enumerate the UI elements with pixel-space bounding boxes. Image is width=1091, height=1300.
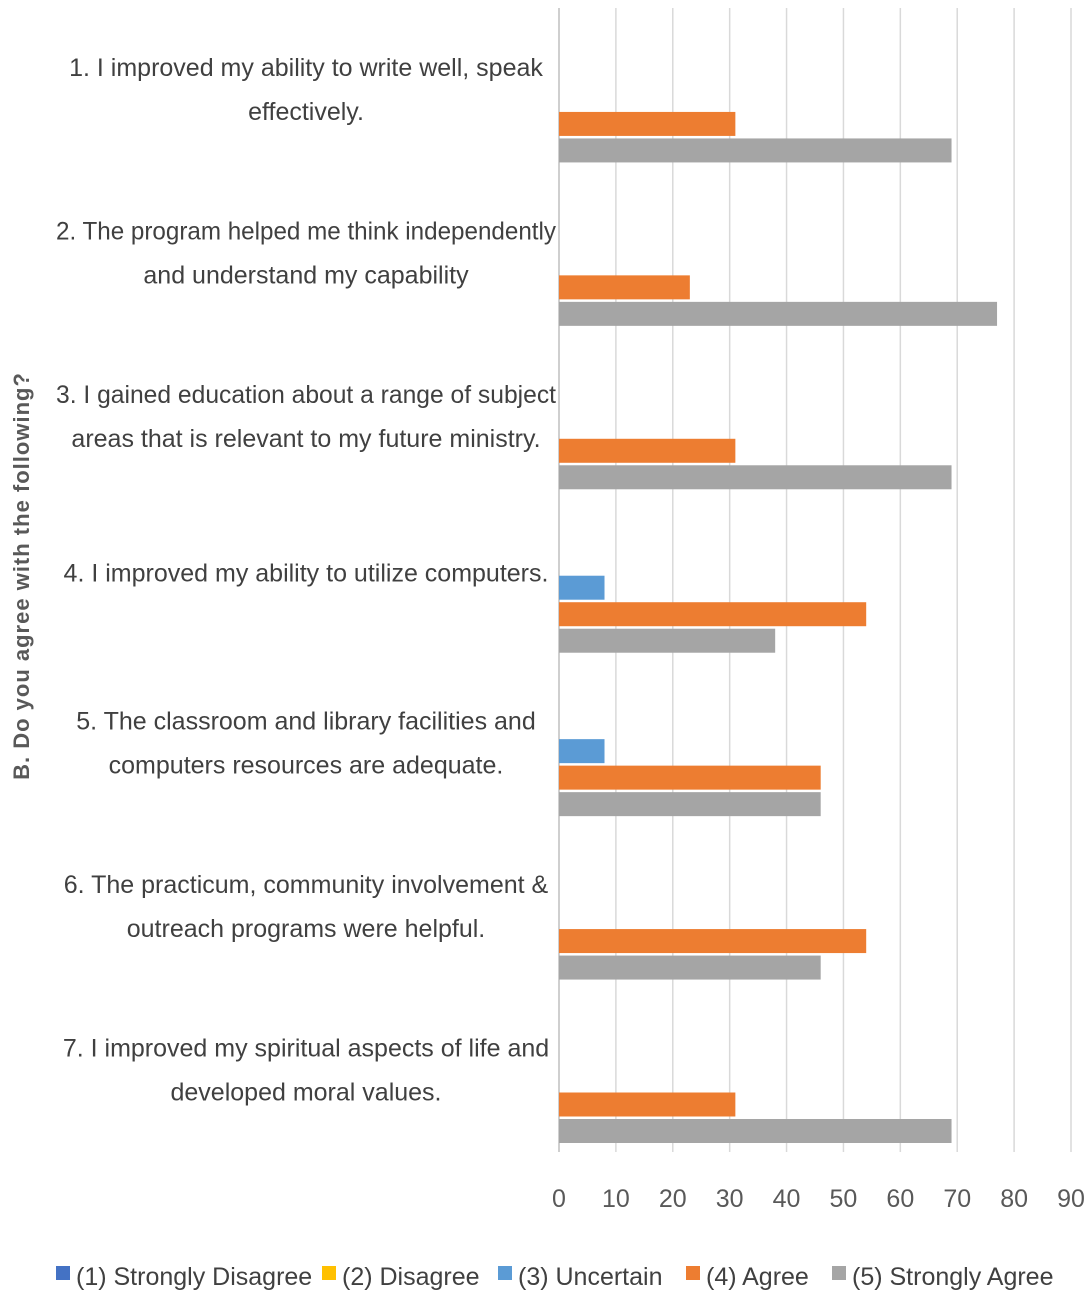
legend-label: (1) Strongly Disagree xyxy=(76,1263,312,1291)
category-label: 1. I improved my ability to write well, … xyxy=(69,54,543,82)
x-tick-label: 60 xyxy=(886,1185,914,1213)
category-label: areas that is relevant to my future mini… xyxy=(71,425,540,453)
bar: (5) Strongly Agree: 69 xyxy=(559,138,952,163)
category-label: 6. The practicum, community involvement … xyxy=(64,871,549,899)
bar: (4) Agree: 23 xyxy=(559,275,690,300)
category-label: outreach programs were helpful. xyxy=(127,915,486,943)
category-label: developed moral values. xyxy=(171,1079,442,1107)
legend-label: (4) Agree xyxy=(706,1263,809,1291)
category-label: 5. The classroom and library facilities … xyxy=(76,708,535,736)
category-label: effectively. xyxy=(248,98,364,126)
legend-label: (3) Uncertain xyxy=(518,1263,663,1291)
category-label: 2. The program helped me think independe… xyxy=(56,217,556,245)
bar: (3) Uncertain: 8 xyxy=(559,575,605,600)
category-label: and understand my capability xyxy=(143,261,469,289)
x-tick-label: 70 xyxy=(943,1185,971,1213)
y-axis-title: B. Do you agree with the following? xyxy=(9,372,34,780)
bar: (4) Agree: 31 xyxy=(559,438,736,463)
bars: (4) Agree: 31(5) Strongly Agree: 69(4) A… xyxy=(559,111,998,1143)
bar: (5) Strongly Agree: 69 xyxy=(559,465,952,490)
x-tick-label: 50 xyxy=(830,1185,858,1213)
legend-swatch xyxy=(498,1266,512,1280)
category-label: 4. I improved my ability to utilize comp… xyxy=(64,559,549,587)
legend-swatch xyxy=(56,1266,70,1280)
x-axis-ticks: 0 10 20 30 40 50 60 70 80 90 xyxy=(552,1185,1085,1213)
bar: (5) Strongly Agree: 38 xyxy=(559,628,776,653)
bar: (5) Strongly Agree: 77 xyxy=(559,301,998,326)
x-tick-label: 10 xyxy=(602,1185,630,1213)
legend-swatch xyxy=(832,1266,846,1280)
grid xyxy=(558,8,1072,1152)
bar: (4) Agree: 54 xyxy=(559,602,867,627)
bar: (5) Strongly Agree: 46 xyxy=(559,792,821,817)
x-tick-label: 20 xyxy=(659,1185,687,1213)
bar: (4) Agree: 46 xyxy=(559,765,821,790)
bar: (3) Uncertain: 8 xyxy=(559,739,605,764)
x-tick-label: 80 xyxy=(1000,1185,1028,1213)
category-label: 7. I improved my spiritual aspects of li… xyxy=(63,1035,549,1063)
x-tick-label: 90 xyxy=(1057,1185,1085,1213)
category-label: 3. I gained education about a range of s… xyxy=(56,381,556,409)
bar: (5) Strongly Agree: 69 xyxy=(559,1119,952,1143)
x-tick-label: 0 xyxy=(552,1185,566,1213)
bar: (4) Agree: 31 xyxy=(559,111,736,136)
x-tick-label: 30 xyxy=(716,1185,744,1213)
x-tick-label: 40 xyxy=(773,1185,801,1213)
legend-label: (2) Disagree xyxy=(342,1263,480,1291)
bar: (4) Agree: 54 xyxy=(559,929,867,954)
bar: (4) Agree: 31 xyxy=(559,1092,736,1117)
legend-swatch xyxy=(686,1266,700,1280)
legend: (1) Strongly Disagree (2) Disagree (3) Unc… xyxy=(56,1263,1054,1291)
legend-label: (5) Strongly Agree xyxy=(852,1263,1054,1291)
legend-swatch xyxy=(322,1266,336,1280)
category-labels: 1. I improved my ability to write well, … xyxy=(56,54,556,1107)
bar: (5) Strongly Agree: 46 xyxy=(559,955,821,980)
category-label: computers resources are adequate. xyxy=(109,752,504,780)
